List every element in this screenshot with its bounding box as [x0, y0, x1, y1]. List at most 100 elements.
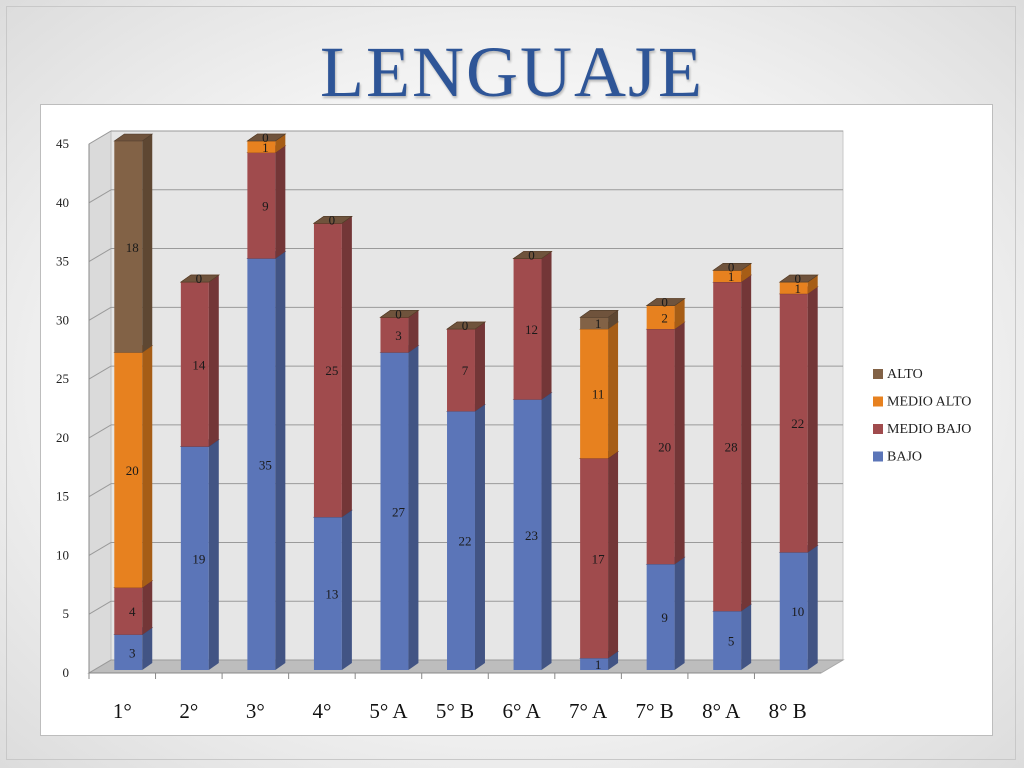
bar-segment	[114, 352, 143, 588]
legend-swatch	[873, 451, 883, 462]
bar-segment	[646, 564, 675, 670]
data-label: 17	[592, 551, 606, 566]
bar-segment-side	[142, 627, 153, 670]
bar-segment	[513, 258, 542, 400]
y-tick-label: 45	[56, 136, 69, 151]
bar-segment-side	[608, 451, 619, 659]
bar-segment	[779, 282, 808, 294]
data-label: 1	[794, 281, 801, 296]
bar-segment-top	[312, 215, 353, 224]
data-label: 25	[325, 363, 338, 378]
gridline-side	[88, 189, 112, 204]
bar-segment	[380, 317, 409, 353]
bar-segment	[114, 587, 143, 635]
bar-segment	[580, 658, 609, 670]
category-label: 5° B	[436, 699, 474, 723]
bar-segment-side	[674, 322, 685, 565]
bar-segment-side	[142, 580, 153, 635]
bar-segment-side	[608, 322, 619, 459]
category-label: 8° A	[702, 699, 741, 723]
data-label: 5	[728, 634, 735, 649]
bar-segment	[447, 329, 475, 412]
data-label: 23	[525, 528, 538, 543]
data-label: 12	[525, 322, 538, 337]
category-label: 6° A	[502, 699, 541, 723]
bar-segment-side	[741, 275, 752, 612]
bar-segment	[779, 293, 808, 553]
bar-segment-side	[608, 651, 619, 670]
gridline-side	[88, 659, 112, 674]
bar-segment	[114, 141, 143, 353]
bar-segment-side	[208, 275, 219, 447]
data-label: 10	[791, 604, 804, 619]
data-label: 3	[129, 645, 136, 660]
bar-segment	[247, 152, 276, 259]
data-label: 20	[126, 463, 139, 478]
bar-segment-top	[179, 274, 220, 283]
bar-segment	[114, 634, 143, 670]
bar-segment-top	[379, 310, 420, 318]
bar-segment-side	[807, 545, 818, 670]
bar-segment	[646, 329, 675, 565]
legend-label: ALTO	[887, 367, 923, 382]
data-label: 9	[262, 199, 269, 214]
side-wall	[88, 130, 112, 674]
bar-segment-side	[408, 345, 419, 670]
bar-segment-top	[446, 321, 486, 330]
bar-segment-top	[645, 298, 686, 306]
data-label: 4	[129, 604, 136, 619]
legend-swatch	[873, 396, 883, 407]
bar-segment-top	[246, 133, 287, 142]
bar-segment-side	[275, 134, 286, 153]
data-label: 1	[595, 657, 602, 672]
bar-segment	[513, 399, 542, 670]
bar-segment-side	[142, 345, 153, 588]
bar-segment	[313, 517, 342, 670]
data-label: 0	[528, 248, 535, 263]
bar-segment-side	[741, 604, 752, 670]
bar-segment	[580, 317, 609, 330]
bar-segment	[380, 352, 409, 670]
data-label: 0	[395, 306, 402, 321]
y-tick-label: 25	[56, 371, 69, 386]
category-label: 7° B	[636, 699, 674, 723]
bar-segment	[247, 141, 276, 153]
data-label: 11	[592, 387, 605, 402]
category-label: 4°	[312, 699, 331, 723]
bar-segment-side	[341, 510, 352, 670]
bar-segment-side	[674, 557, 685, 670]
bar-segment-top	[579, 310, 620, 318]
category-label: 1°	[113, 699, 132, 723]
stacked-bar-chart: 0510152025303540451°3420182°1914003°3591…	[56, 130, 971, 723]
data-label: 0	[728, 259, 735, 274]
data-label: 20	[658, 440, 671, 455]
y-tick-label: 5	[63, 606, 70, 621]
bar-segment-side	[807, 286, 818, 553]
bar-segment-side	[275, 251, 286, 671]
data-label: 0	[262, 130, 269, 145]
data-label: 27	[392, 504, 406, 519]
slide-frame	[6, 6, 1016, 760]
bar-segment	[713, 270, 742, 283]
gridline-side	[88, 483, 112, 498]
bar-segment	[313, 223, 342, 518]
bar-segment-side	[208, 439, 219, 670]
y-tick-label: 30	[56, 312, 69, 327]
gridline-side	[88, 248, 112, 262]
legend-swatch	[873, 369, 883, 379]
bar-segment-side	[541, 392, 552, 670]
category-label: 2°	[179, 699, 198, 723]
bar-segment	[713, 611, 742, 670]
data-label: 2	[661, 310, 668, 325]
data-label: 22	[459, 534, 472, 549]
y-tick-label: 20	[56, 430, 69, 445]
bar-segment	[447, 411, 475, 670]
data-label: 0	[329, 212, 336, 227]
bar-segment-side	[541, 251, 552, 400]
bar-segment	[580, 329, 609, 459]
bar-segment-side	[474, 322, 485, 412]
data-label: 0	[794, 271, 801, 286]
data-label: 0	[661, 295, 668, 310]
bar-segment	[180, 282, 209, 447]
bar-segment-side	[142, 134, 153, 353]
